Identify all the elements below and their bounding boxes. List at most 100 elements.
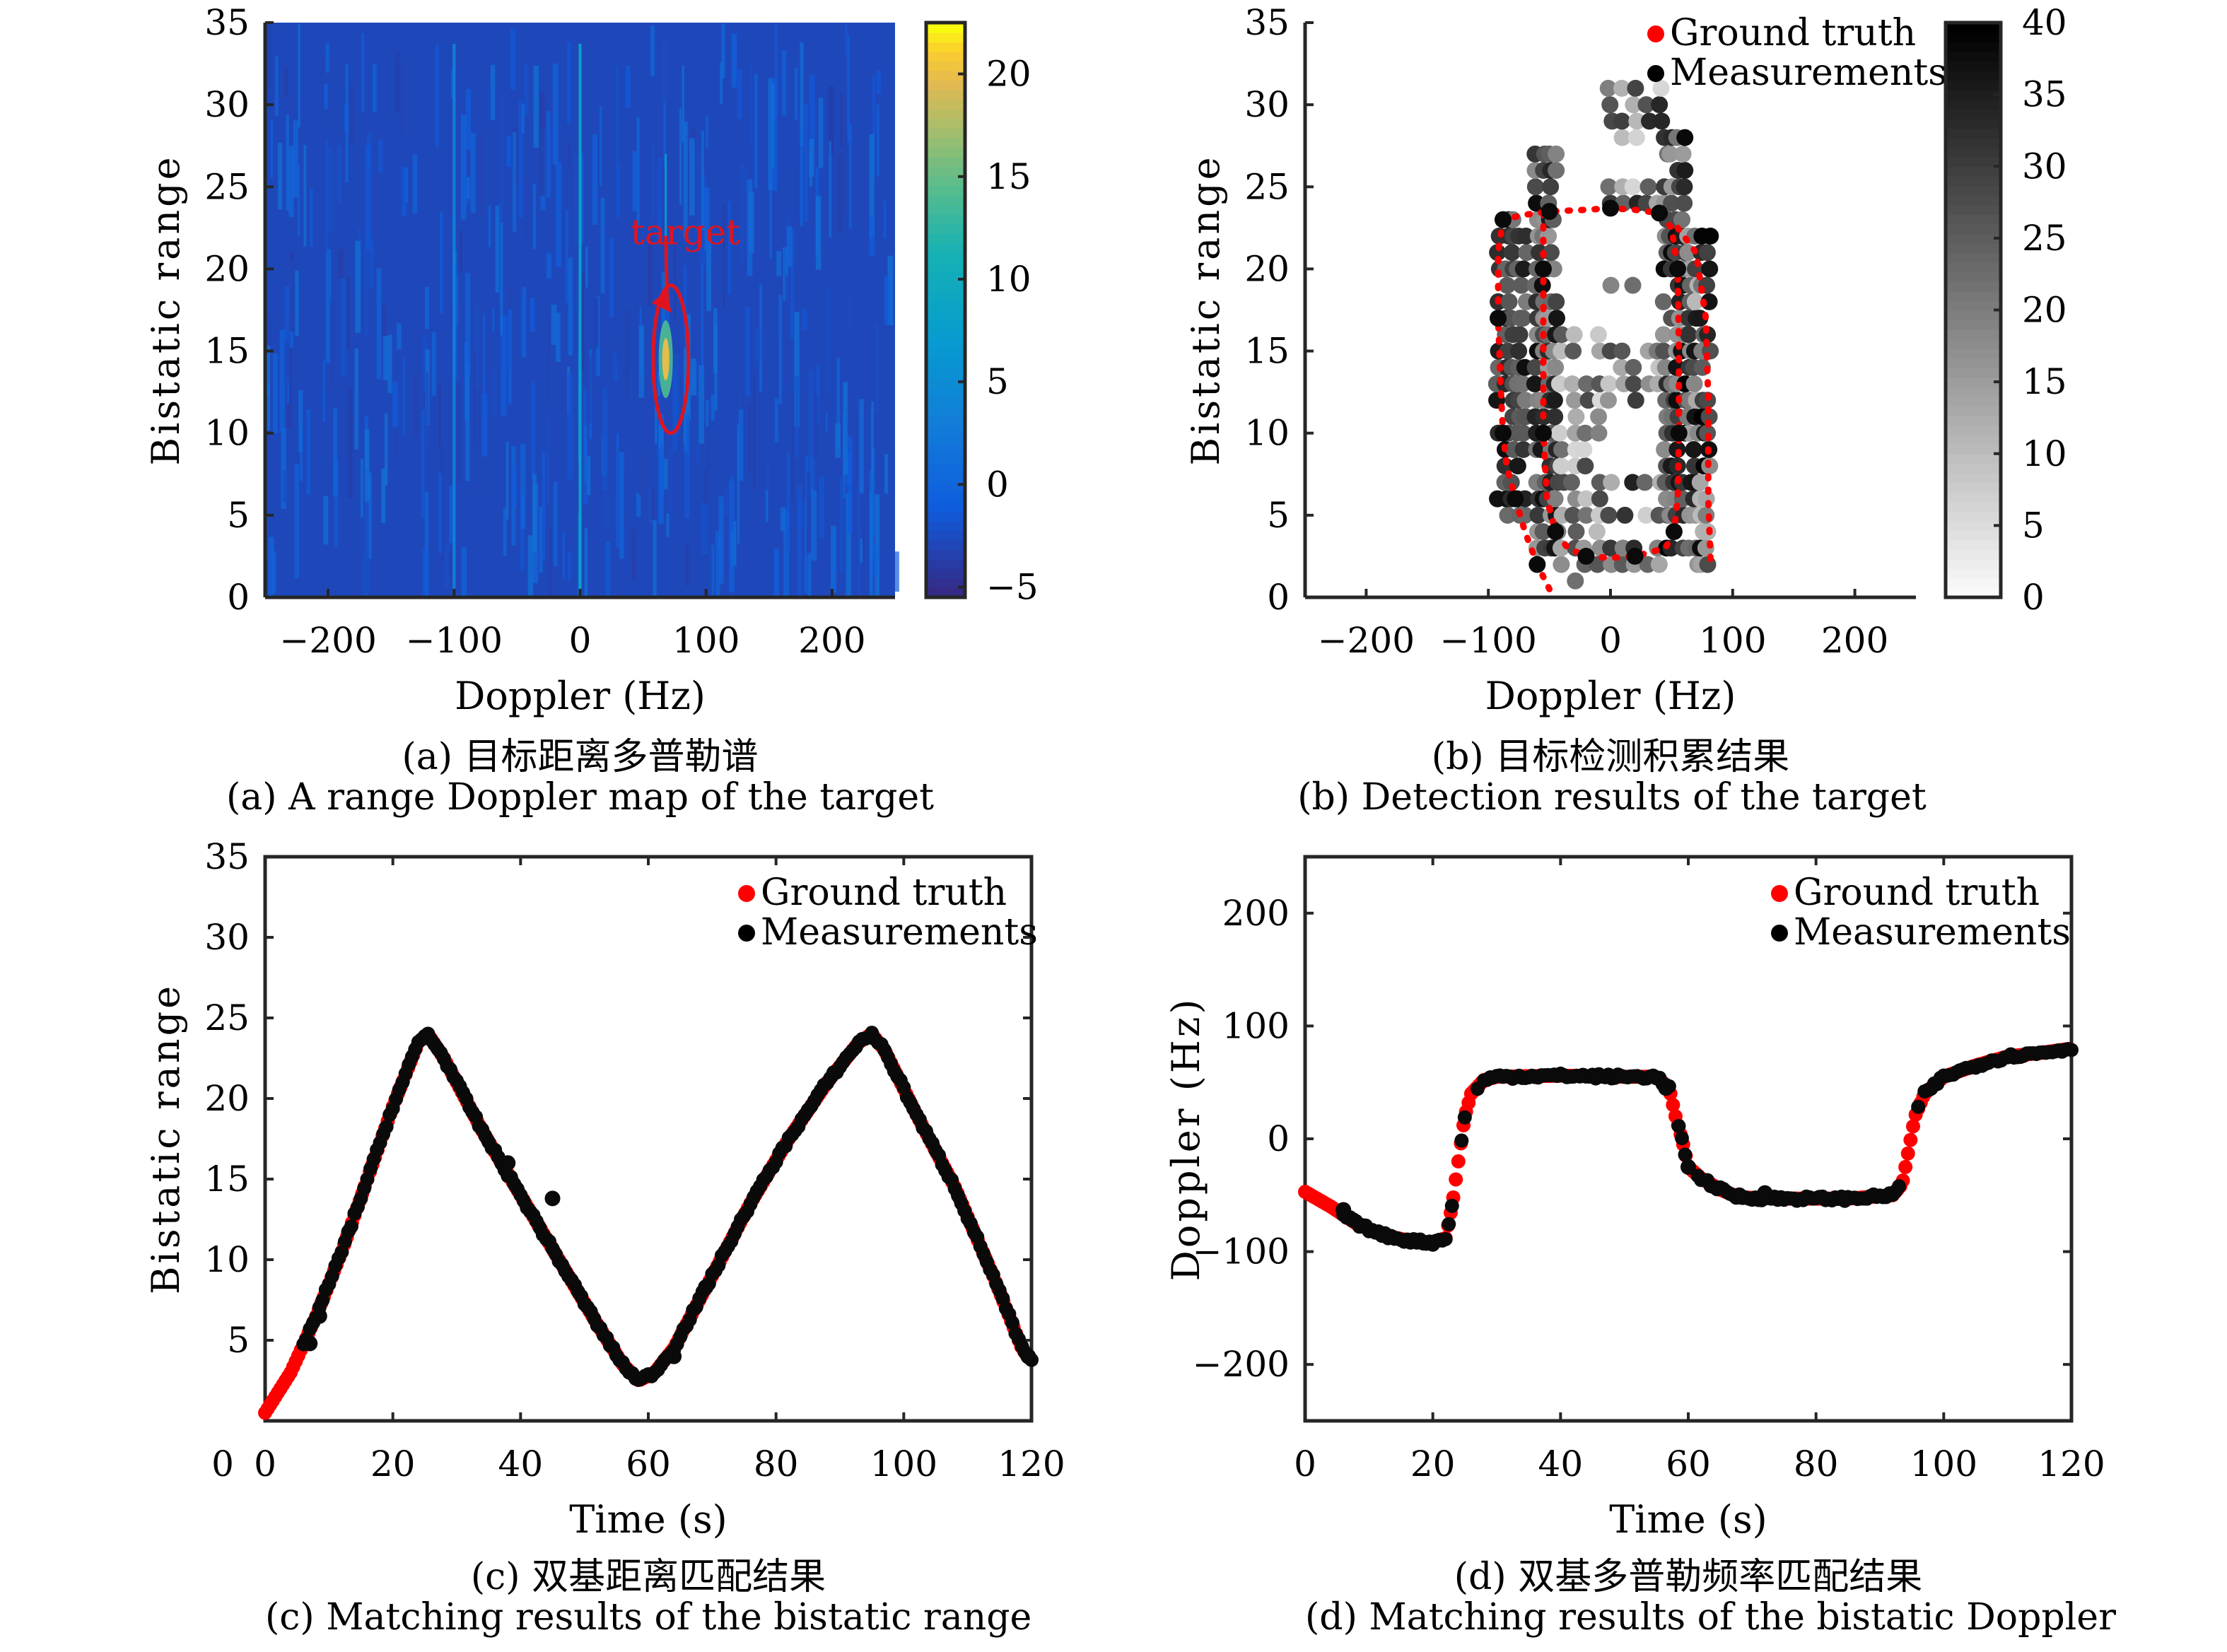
noise-streak [383,336,389,380]
noise-streak [501,315,507,416]
clutter-line [578,44,582,597]
noise-streak [479,132,484,217]
noise-streak [288,146,294,218]
colorbar-band [926,175,965,187]
detection-point [1553,342,1570,360]
noise-streak [718,111,721,154]
noise-streak [875,323,879,412]
colorbar-band [1946,320,2001,330]
noise-streak [811,459,817,561]
noise-streak [272,551,276,593]
noise-streak [797,486,802,597]
noise-streak [605,541,610,597]
colorbar-band [1946,501,2001,512]
noise-streak [322,360,325,422]
colorbar-tick-label: 10 [986,259,1031,300]
noise-streak [774,398,778,443]
noise-streak [813,396,819,491]
noise-streak [754,74,758,189]
noise-streak [664,459,668,490]
colorbar-band [1946,108,2001,119]
tracks-c [258,1026,1039,1420]
noise-streak [783,510,789,597]
detection-point [1698,244,1716,262]
noise-streak [797,498,802,529]
noise-streak [804,500,808,594]
detection-point [1564,506,1582,524]
measurement-point [1442,1217,1456,1231]
noise-streak [423,334,427,391]
colorbar-band [1946,233,2001,244]
colorbar-band [1946,558,2001,570]
detection-point [1514,424,1532,442]
noise-streak [589,283,593,344]
measurement-point [1911,1099,1926,1114]
noise-streak [731,33,737,88]
noise-streak [592,134,598,225]
noise-streak [365,145,371,250]
colorbar-band [926,42,965,52]
x-tick-label-d: 60 [1666,1443,1711,1484]
legend-label-ground-truth: Ground truth [1670,12,1916,54]
colorbar-tick-label: 15 [2022,361,2067,402]
noise-streak [748,403,752,473]
detection-point [1700,408,1718,426]
ground-truth-point [1451,1154,1466,1168]
noise-streak [614,352,618,381]
noise-streak [490,64,496,120]
noise-streak [701,131,704,230]
legend-marker-ground-truth [1771,885,1788,902]
noise-streak [632,151,638,212]
detection-point [1577,490,1595,508]
noise-streak [615,66,619,171]
noise-streak [729,481,735,593]
noise-streak [298,390,303,452]
colorbar-tick-label: 0 [2022,577,2045,618]
noise-streak [355,240,361,333]
noise-streak [804,103,808,222]
measurement-point [1670,424,1688,442]
noise-streak [378,139,383,173]
detection-point [1534,523,1552,541]
colorbar-band [1946,539,2001,551]
colorbar-band [926,434,965,445]
detection-point [1548,162,1565,180]
ground-truth-point [1898,1159,1913,1174]
noise-streak [397,323,402,350]
detection-point [1512,276,1530,294]
noise-streak [546,418,549,505]
detection-point [1676,194,1693,212]
noise-streak [706,229,711,312]
detection-point [1579,392,1597,409]
noise-streak [568,143,571,170]
detection-point [1636,474,1654,491]
colorbar-band [926,578,965,589]
measurement-point [1534,424,1552,442]
detection-point [1550,375,1568,393]
detection-point [1577,424,1594,442]
noise-streak [730,475,734,532]
x-tick-label-a: 100 [672,620,740,661]
x-tick-label-a: −200 [279,620,376,661]
noise-streak [520,443,526,529]
colorbar-tick-label: 0 [986,464,1009,505]
y-tick-label-a: 20 [204,248,250,289]
detection-point [1613,129,1631,146]
noise-streak [595,298,599,348]
noise-streak [376,356,379,420]
noise-streak [800,42,804,146]
noise-streak [604,495,609,529]
ground-truth-point [1903,1132,1918,1147]
noise-streak [808,370,814,488]
y-axis-label-b: Bistatic range [1183,154,1228,465]
ground-truth-track-secondary [1674,224,1714,568]
colorbar-band [1946,406,2001,416]
noise-streak [720,62,723,105]
measurement-point [1020,1348,1036,1364]
detection-point [1676,178,1693,196]
colorbar-band [1946,61,2001,71]
noise-streak [860,538,863,563]
noise-streak [704,187,710,251]
noise-streak [776,337,781,433]
noise-streak [699,365,704,444]
